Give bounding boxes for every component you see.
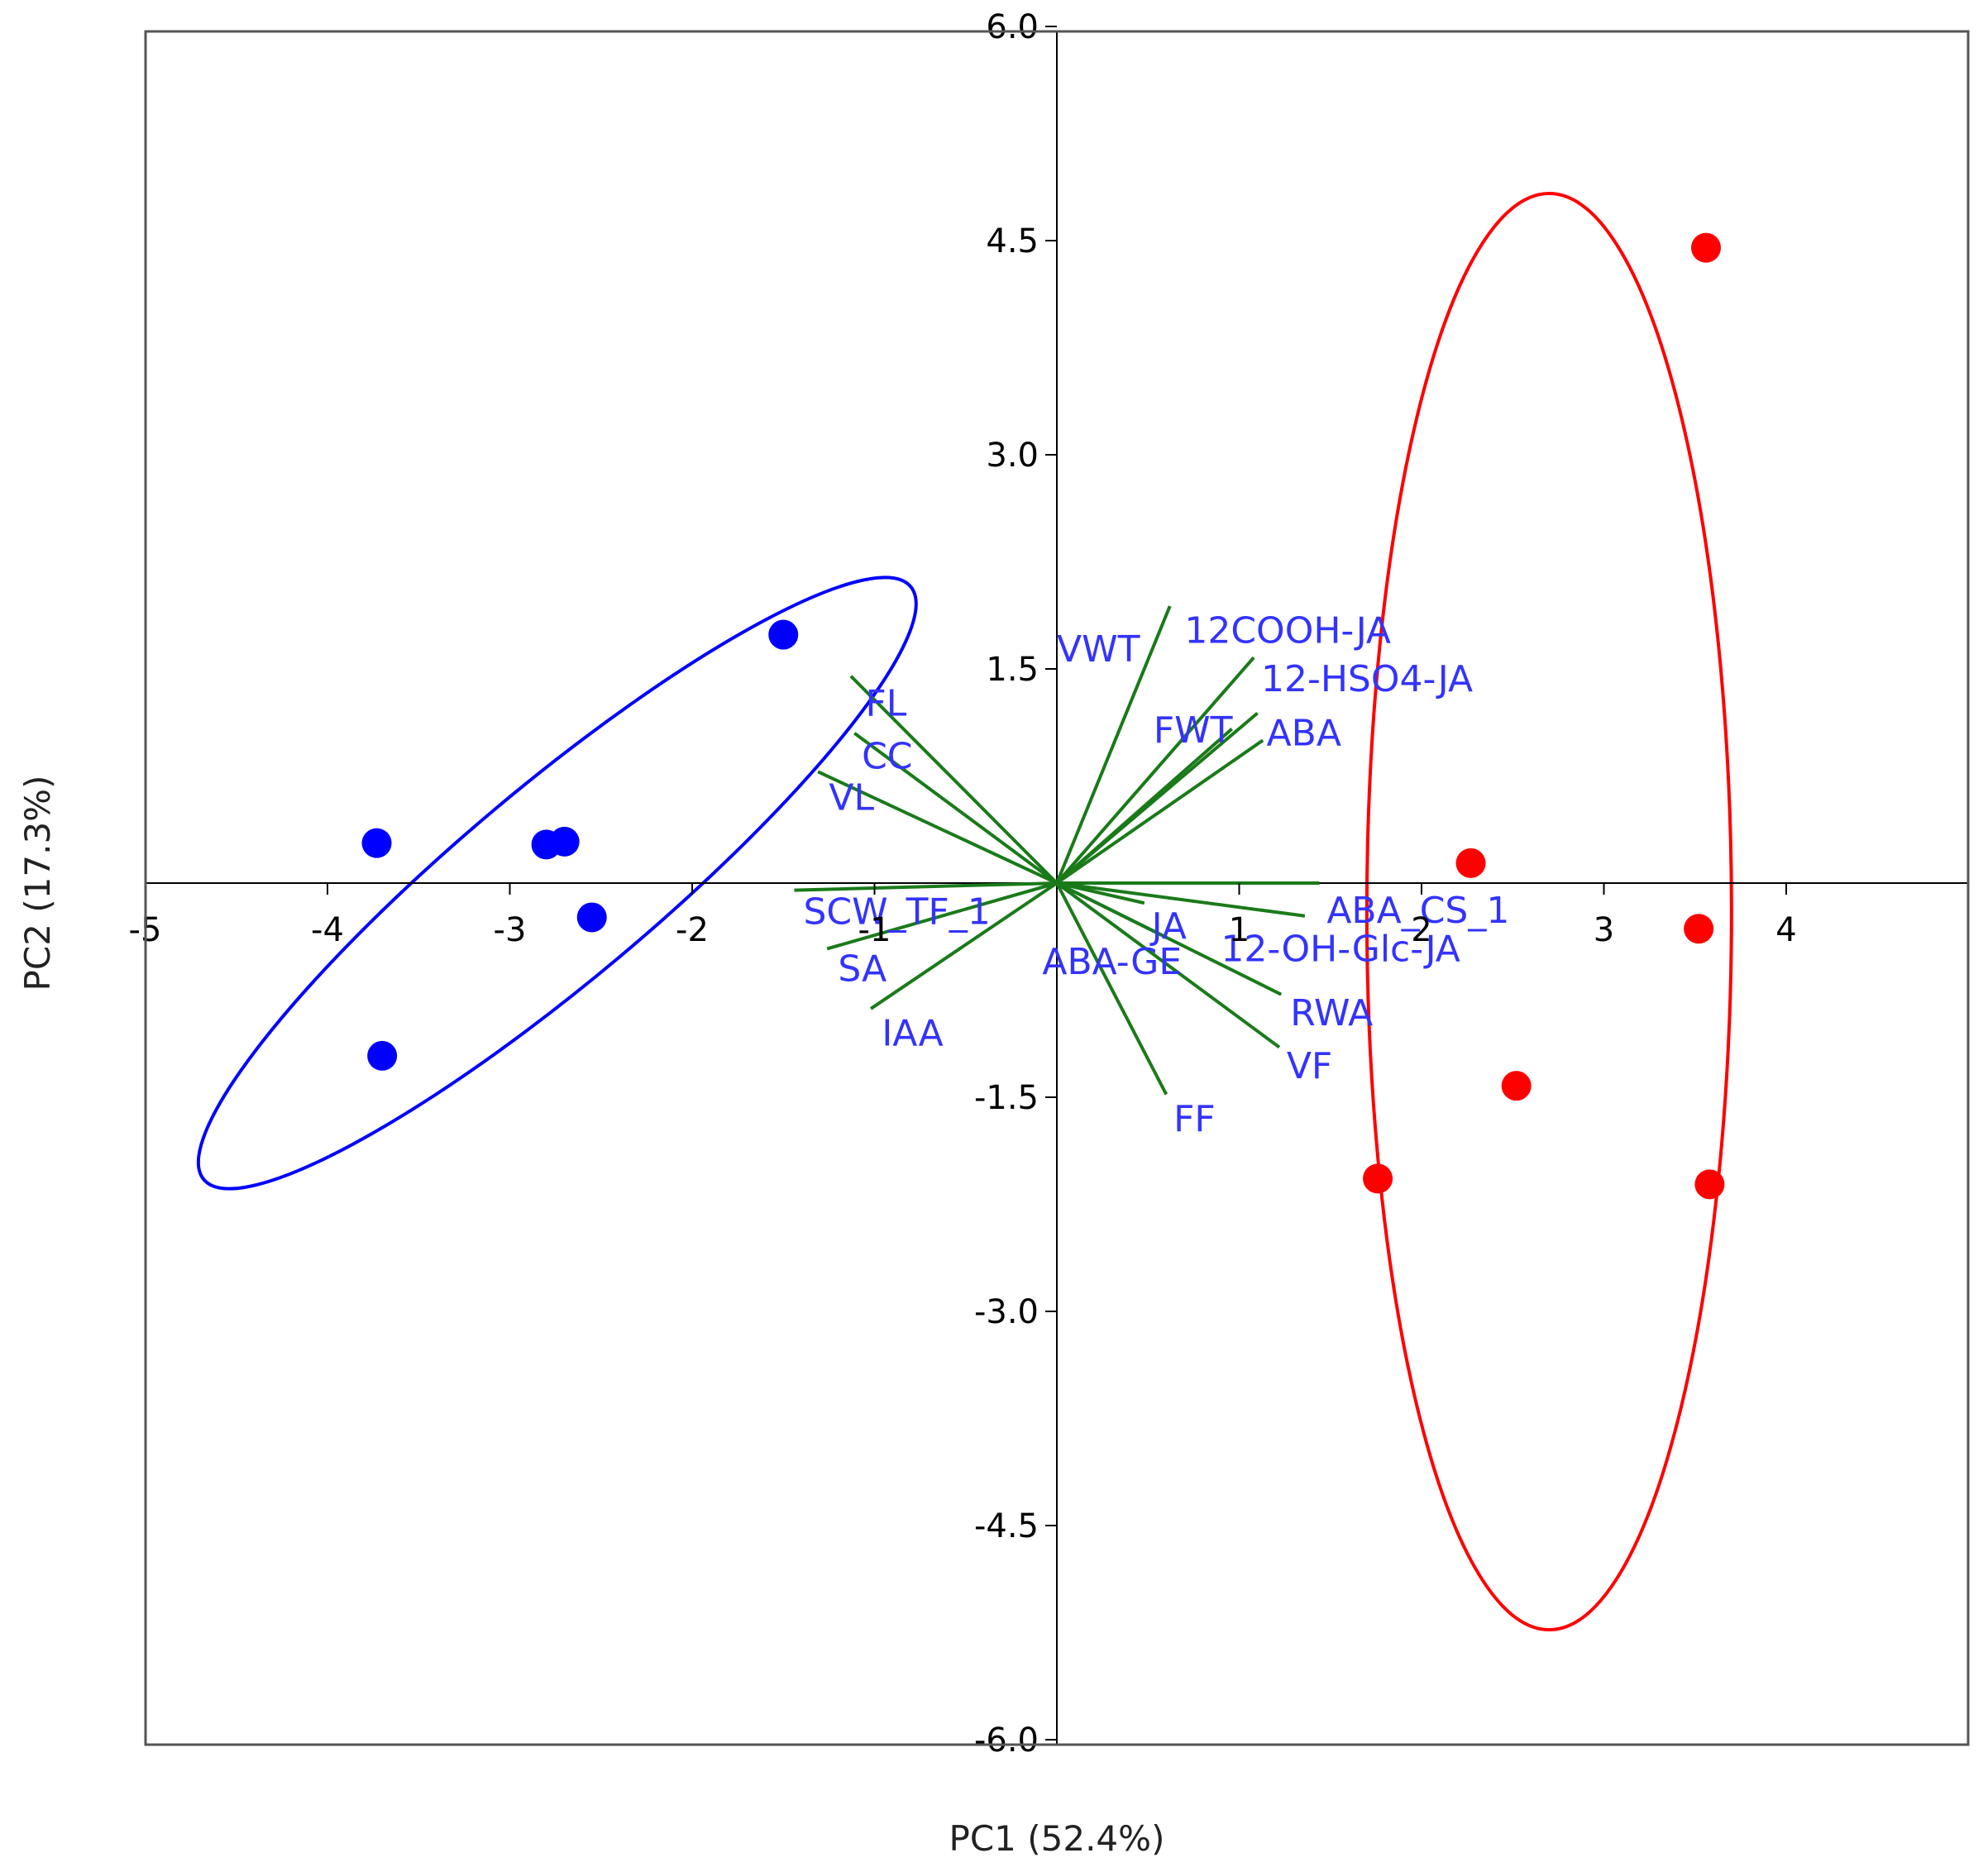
y-axis-title: PC2 (17.3%)	[17, 776, 58, 991]
y-tick-label: 4.5	[986, 222, 1039, 260]
group-1-ellipse	[196, 575, 918, 1191]
x-tick-label: 3	[1594, 911, 1614, 949]
loading-vector	[1055, 656, 1255, 885]
group-1-point	[576, 902, 607, 933]
axis-ticks: -5 -4 -3 -2 -1 1 2 3 46.04.53.01.5-1.5-3.0-4.5-6…	[129, 8, 1797, 1760]
variable-label: VF	[1287, 1045, 1332, 1087]
variable-label: ABA	[1267, 713, 1341, 755]
loading-vector	[1055, 728, 1234, 885]
variable-label: RWA	[1290, 992, 1373, 1034]
variable-label: 12-OH-Glc-JA	[1221, 928, 1460, 970]
variable-label: 12COOH-JA	[1184, 609, 1391, 652]
loading-vector	[1056, 881, 1283, 996]
zero-axes	[146, 31, 1968, 1745]
x-tick-label: 1	[1229, 911, 1250, 949]
variable-label: FL	[865, 682, 906, 724]
x-tick-label: 2	[1411, 911, 1431, 949]
plot-frame	[144, 30, 1970, 1746]
y-tick-label: -6.0	[974, 1722, 1039, 1760]
group-2-point	[1363, 1163, 1393, 1194]
x-tick-label: -3	[494, 911, 527, 949]
x-axis-title: PC1 (52.4%)	[949, 1818, 1165, 1859]
variable-label: SA	[838, 948, 886, 991]
variable-label: CC	[862, 735, 912, 777]
y-tick-label: 6.0	[986, 8, 1039, 46]
y-tick-label: -4.5	[974, 1507, 1039, 1545]
y-tick-label: -1.5	[974, 1079, 1039, 1117]
variable-label: JA	[1149, 905, 1187, 948]
group-1-point	[361, 828, 392, 858]
loading-vector	[853, 732, 1059, 885]
confidence-ellipses	[196, 192, 1733, 1632]
y-tick-label: 1.5	[986, 651, 1039, 689]
group-2-point	[1684, 914, 1714, 944]
variable-label: FF	[1173, 1098, 1216, 1140]
variable-label: 12-HSO4-JA	[1261, 658, 1473, 700]
variable-label: IAA	[882, 1012, 943, 1054]
group-1-point	[768, 619, 799, 650]
loading-vector	[826, 881, 1058, 951]
loading-vector	[869, 881, 1059, 1010]
loading-vector	[1055, 605, 1172, 884]
variable-label: VWT	[1057, 628, 1140, 671]
y-tick-label: -3.0	[974, 1293, 1039, 1331]
group-2-point	[1690, 232, 1721, 263]
variable-label: FWT	[1154, 709, 1233, 752]
variable-label: VL	[829, 776, 874, 819]
loading-vector	[1055, 881, 1281, 1049]
loading-vector	[1055, 882, 1168, 1096]
variable-label: SCW_TF_1	[804, 891, 991, 934]
variable-label: ABA-GE	[1042, 941, 1182, 983]
group-1-point	[367, 1040, 398, 1071]
group-2-point	[1455, 848, 1486, 878]
loading-vector	[817, 770, 1058, 885]
loading-vector	[1056, 881, 1306, 918]
x-tick-label: 4	[1775, 911, 1796, 949]
loading-vector	[1055, 738, 1264, 885]
group-1-point	[549, 826, 580, 857]
sample-points	[361, 232, 1725, 1200]
group-2-ellipse	[1364, 192, 1733, 1632]
loading-vector	[849, 675, 1059, 885]
group-2-point	[1501, 1071, 1532, 1101]
x-tick-label: -2	[676, 911, 709, 949]
x-tick-label: -1	[858, 911, 891, 949]
loading-vectors	[794, 605, 1320, 1096]
variable-label: ABA_CS_1	[1326, 890, 1509, 932]
loading-vector	[794, 881, 1058, 892]
x-tick-label: -4	[311, 911, 344, 949]
group-2-point	[1694, 1169, 1725, 1200]
y-tick-label: 3.0	[986, 437, 1039, 475]
